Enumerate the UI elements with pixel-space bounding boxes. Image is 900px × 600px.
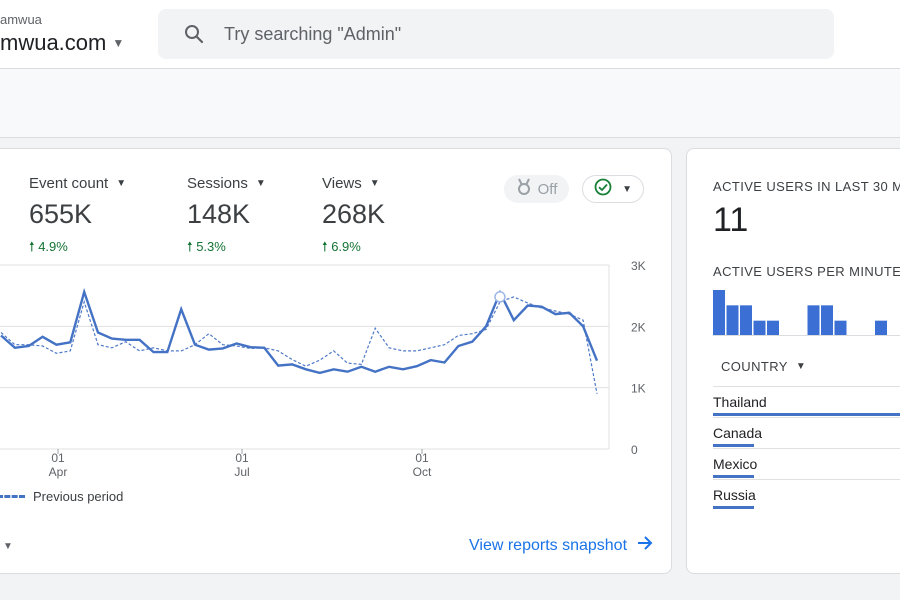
country-name: Russia (713, 487, 756, 503)
arrow-up-icon: 🠕 (29, 239, 35, 254)
per-minute-bar[interactable] (713, 290, 725, 336)
chevron-down-icon[interactable]: ▼ (255, 178, 266, 189)
country-share-bar (713, 444, 754, 447)
per-minute-bar[interactable] (875, 320, 887, 336)
chevron-down-icon[interactable]: ▼ (3, 541, 13, 552)
x-tick-day: 01 (415, 451, 429, 465)
per-minute-bar[interactable] (767, 320, 779, 336)
y-tick-label: 1K (631, 382, 646, 396)
chevron-down-icon: ▼ (795, 361, 807, 372)
arrow-right-icon (637, 536, 653, 555)
country-share-bar (713, 413, 900, 416)
country-name: Canada (713, 425, 763, 441)
country-row[interactable]: Russia (713, 479, 900, 510)
x-tick-month: Jul (234, 465, 249, 479)
series-line-current-period (0, 287, 599, 375)
metric-label: Event count (29, 175, 109, 192)
legend-label-previous: Previous period (33, 489, 124, 504)
medal-icon (516, 178, 532, 200)
country-name: Mexico (713, 456, 758, 472)
series-line-previous-period (0, 296, 598, 394)
per-minute-label: ACTIVE USERS PER MINUTE (713, 264, 900, 279)
chevron-down-icon[interactable]: ▼ (116, 178, 127, 189)
per-minute-bar[interactable] (753, 320, 766, 336)
off-label: Off (537, 180, 558, 198)
per-minute-bar[interactable] (834, 320, 847, 336)
chevron-down-icon: ▼ (622, 183, 632, 195)
data-quality-menu[interactable]: ▼ (582, 175, 644, 203)
per-minute-bar[interactable] (821, 305, 833, 336)
metric-delta: 4.9% (38, 239, 68, 254)
chevron-down-icon: ▼ (112, 36, 125, 50)
x-tick-day: 01 (51, 451, 65, 465)
realtime-title: ACTIVE USERS IN LAST 30 MIN (713, 179, 900, 194)
chart-legend: Previous period (0, 489, 123, 504)
metric-label: Sessions (187, 175, 248, 192)
property-selector[interactable]: mwua.com ▼ (0, 30, 124, 56)
account-label: amwua (0, 12, 42, 27)
metric-delta: 5.3% (196, 239, 226, 254)
y-tick-label: 2K (631, 320, 646, 334)
insights-off-toggle[interactable]: Off (504, 175, 569, 203)
active-users-value: 11 (713, 201, 749, 239)
search-icon (184, 24, 204, 44)
x-tick-month: Apr (49, 465, 68, 479)
metric-value: 268K (322, 199, 386, 229)
x-tick-day: 01 (235, 451, 249, 465)
y-tick-label: 0 (631, 443, 638, 457)
country-share-bar (713, 475, 754, 478)
metric-sessions[interactable]: Sessions ▼ 148K 🠕 5.3% (187, 175, 266, 260)
arrow-up-icon: 🠕 (187, 239, 193, 254)
per-minute-bar-chart (713, 290, 900, 336)
top-header: amwua mwua.com ▼ (0, 0, 900, 69)
country-header-label: COUNTRY (721, 359, 788, 374)
check-circle-icon (594, 178, 612, 201)
per-minute-bar[interactable] (726, 305, 739, 336)
search-input[interactable] (222, 22, 786, 46)
metric-views[interactable]: Views ▼ 268K 🠕 6.9% (322, 175, 385, 260)
overview-card: Event count ▼ 655K 🠕 4.9% Sessions ▼ 148K … (0, 148, 672, 574)
metric-value: 655K (29, 199, 93, 229)
metric-label: Views (322, 175, 362, 192)
highlight-point[interactable] (494, 291, 506, 303)
per-minute-bar[interactable] (807, 305, 820, 336)
metric-event-count[interactable]: Event count ▼ 655K 🠕 4.9% (29, 175, 126, 260)
country-dimension-selector[interactable]: COUNTRY ▼ (721, 359, 806, 374)
country-row[interactable]: Thailand (713, 386, 900, 417)
metric-value: 148K (187, 199, 251, 229)
snapshot-label: View reports snapshot (469, 536, 628, 554)
y-tick-label: 3K (631, 259, 646, 273)
country-share-bar (713, 506, 754, 509)
property-name: mwua.com (0, 30, 107, 55)
x-tick-month: Oct (413, 465, 432, 479)
country-row[interactable]: Mexico (713, 448, 900, 479)
search-bar[interactable] (158, 9, 834, 59)
country-name: Thailand (713, 394, 767, 410)
metric-delta: 6.9% (331, 239, 361, 254)
country-row[interactable]: Canada (713, 417, 900, 448)
per-minute-bar[interactable] (740, 305, 752, 336)
realtime-card: ACTIVE USERS IN LAST 30 MIN 11 ACTIVE US… (686, 148, 900, 574)
chevron-down-icon[interactable]: ▼ (369, 178, 380, 189)
legend-dash-swatch (0, 495, 25, 498)
sub-toolbar (0, 69, 900, 138)
arrow-up-icon: 🠕 (322, 239, 328, 254)
view-reports-snapshot-link[interactable]: View reports snapshot (469, 536, 653, 555)
